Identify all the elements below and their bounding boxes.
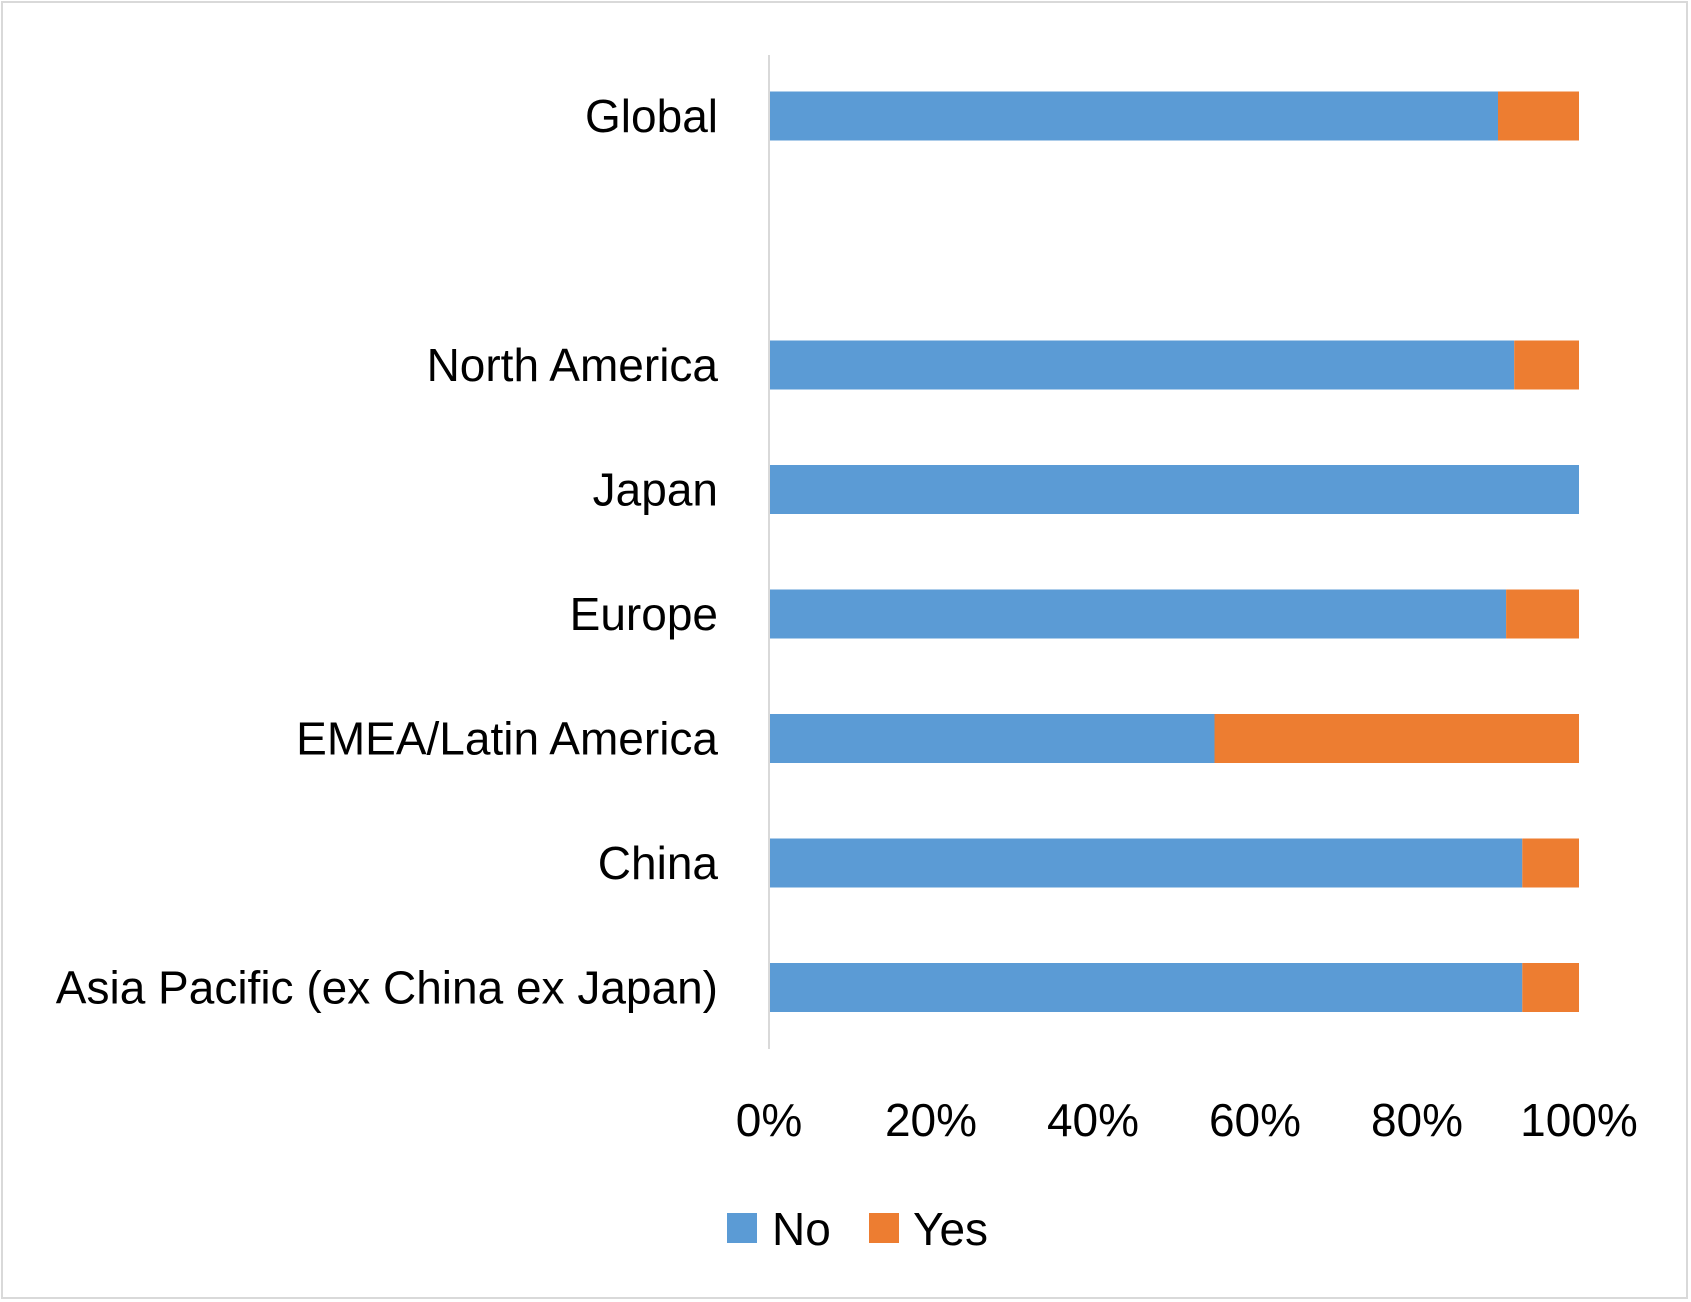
category-labels: Global North America Japan Europe EMEA/Latin… (56, 90, 719, 1014)
bar-segment-no (769, 963, 1523, 1012)
bar-segment-yes (1214, 714, 1579, 763)
category-label: Asia Pacific (ex China ex Japan) (56, 962, 718, 1014)
bar-segment-yes (1522, 838, 1579, 888)
stacked-bar-chart: Global North America Japan Europe EMEA/Latin… (56, 55, 1638, 1255)
bar-segment-no (769, 340, 1515, 390)
bar-segment-yes (1498, 91, 1579, 141)
category-label: Japan (593, 464, 718, 516)
bar-segment-no (769, 714, 1215, 763)
bar-segment-no (769, 91, 1498, 141)
x-tick-label: 40% (1047, 1094, 1139, 1146)
legend-swatch-no (727, 1213, 757, 1243)
bar-segment-yes (1522, 963, 1579, 1012)
x-tick-label: 0% (736, 1094, 802, 1146)
x-tick-label: 80% (1371, 1094, 1463, 1146)
bar-segment-yes (1506, 589, 1579, 639)
x-tick-label: 20% (885, 1094, 977, 1146)
bars-layer (769, 91, 1579, 1012)
category-label: Global (585, 90, 718, 142)
bar-segment-no (769, 465, 1579, 514)
category-label: China (598, 837, 719, 889)
legend: No Yes (727, 1203, 988, 1255)
legend-swatch-yes (869, 1213, 899, 1243)
category-label: North America (427, 339, 719, 391)
category-label: Europe (570, 588, 718, 640)
bar-segment-no (769, 589, 1507, 639)
x-tick-labels: 0% 20% 40% 60% 80% 100% (736, 1094, 1638, 1146)
category-label: EMEA/Latin America (296, 713, 718, 765)
x-tick-label: 60% (1209, 1094, 1301, 1146)
legend-label-yes: Yes (913, 1203, 988, 1255)
bar-segment-no (769, 838, 1523, 888)
legend-label-no: No (772, 1203, 831, 1255)
x-tick-label: 100% (1520, 1094, 1638, 1146)
bar-segment-yes (1514, 340, 1579, 390)
